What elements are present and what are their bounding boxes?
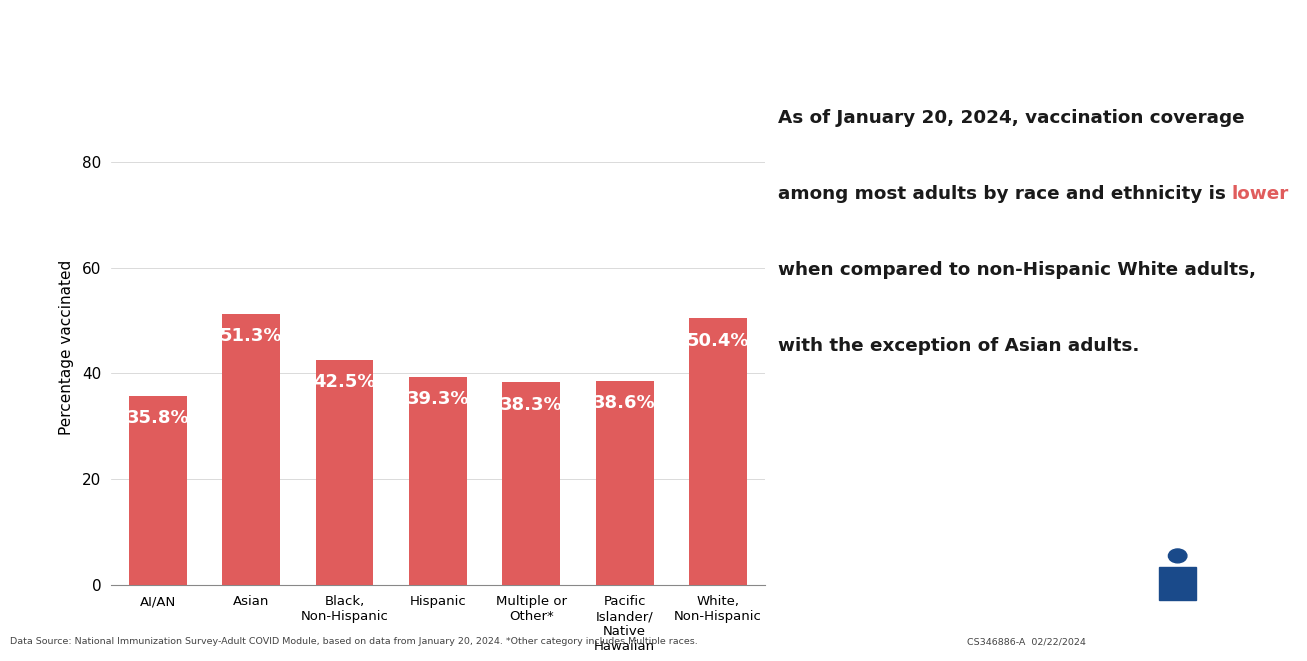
Text: As of January 20, 2024, vaccination coverage: As of January 20, 2024, vaccination cove… — [778, 109, 1244, 127]
Y-axis label: Percentage vaccinated: Percentage vaccinated — [59, 259, 73, 435]
Text: among most adults by race and ethnicity is: among most adults by race and ethnicity … — [778, 185, 1233, 203]
Bar — [315, 360, 374, 585]
Text: with the exception of Asian adults.: with the exception of Asian adults. — [778, 337, 1138, 355]
Text: CDC: CDC — [1209, 569, 1260, 589]
Text: 51.3%: 51.3% — [220, 327, 282, 345]
Text: 38.3%: 38.3% — [499, 396, 562, 414]
Text: when compared to non-Hispanic White adults,: when compared to non-Hispanic White adul… — [778, 261, 1256, 279]
Text: 35.8%: 35.8% — [127, 409, 190, 427]
Text: 50.4%: 50.4% — [686, 332, 749, 350]
Circle shape — [1144, 551, 1212, 602]
Bar — [409, 377, 467, 585]
Text: CS346886-A  02/22/2024: CS346886-A 02/22/2024 — [967, 637, 1086, 646]
Circle shape — [1168, 549, 1187, 563]
Bar — [129, 396, 187, 585]
Text: in Adults 18 Years and Older: in Adults 18 Years and Older — [486, 36, 948, 67]
Bar — [1159, 567, 1196, 600]
Circle shape — [1134, 545, 1221, 609]
Text: among most adults by race and ethnicity is: among most adults by race and ethnicity … — [778, 185, 1233, 203]
Text: Flu Vaccination Coverage: Flu Vaccination Coverage — [29, 36, 486, 67]
Bar — [0, 0, 1307, 11]
Text: lower: lower — [1233, 185, 1289, 203]
Text: Data Source: National Immunization Survey-Adult COVID Module, based on data from: Data Source: National Immunization Surve… — [10, 637, 698, 646]
Bar — [222, 314, 280, 585]
Bar — [596, 381, 654, 585]
Text: 39.3%: 39.3% — [406, 391, 469, 408]
Text: 38.6%: 38.6% — [593, 394, 656, 412]
Bar — [689, 319, 746, 585]
Text: Flu Vaccination Coverage: Flu Vaccination Coverage — [29, 36, 486, 67]
Text: 42.5%: 42.5% — [314, 373, 375, 391]
Bar — [502, 383, 561, 585]
